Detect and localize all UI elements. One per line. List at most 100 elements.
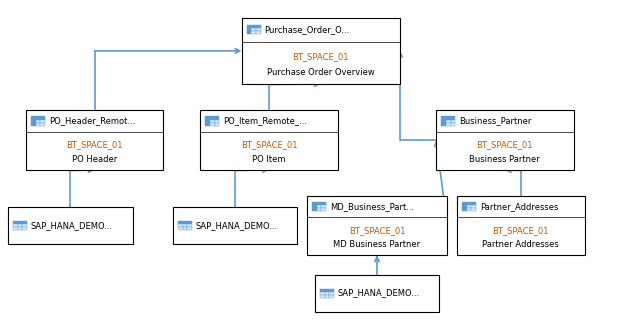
Bar xyxy=(325,289,329,291)
Bar xyxy=(466,208,472,211)
Bar xyxy=(321,202,326,205)
Text: PO Header: PO Header xyxy=(72,155,117,164)
Bar xyxy=(22,221,27,224)
Bar xyxy=(22,224,27,227)
Bar xyxy=(307,195,447,255)
Bar xyxy=(206,122,210,126)
Bar xyxy=(329,289,334,291)
Text: SAP_HANA_DEMO...: SAP_HANA_DEMO... xyxy=(31,221,113,230)
Bar xyxy=(472,205,476,208)
Bar xyxy=(178,221,183,224)
Bar xyxy=(256,28,261,31)
Bar xyxy=(251,31,256,34)
Text: PO Item: PO Item xyxy=(252,155,286,164)
Bar xyxy=(187,224,192,227)
Bar xyxy=(183,221,187,224)
Bar xyxy=(18,221,22,224)
Bar xyxy=(201,110,337,170)
Bar xyxy=(316,208,321,211)
Text: BT_SPACE_01: BT_SPACE_01 xyxy=(477,141,533,150)
Bar xyxy=(314,274,440,312)
Bar xyxy=(329,291,334,295)
Bar xyxy=(187,227,192,230)
Bar xyxy=(312,202,316,205)
Bar xyxy=(210,122,215,126)
Bar xyxy=(31,119,36,122)
Bar xyxy=(36,122,40,126)
Bar xyxy=(183,224,187,227)
Bar xyxy=(442,117,446,119)
Bar xyxy=(462,208,466,211)
Bar xyxy=(18,224,22,227)
Bar xyxy=(442,119,446,122)
Bar xyxy=(215,119,220,122)
Bar xyxy=(457,195,585,255)
Text: SAP_HANA_DEMO...: SAP_HANA_DEMO... xyxy=(196,221,278,230)
Bar xyxy=(320,295,325,298)
Bar xyxy=(187,221,192,224)
Bar xyxy=(215,122,220,126)
Bar xyxy=(13,227,18,230)
Bar xyxy=(450,122,455,126)
Bar xyxy=(173,207,298,244)
Bar xyxy=(31,122,36,126)
Bar xyxy=(215,117,220,119)
Bar xyxy=(8,207,133,244)
Bar xyxy=(312,205,316,208)
Bar xyxy=(436,110,574,170)
Text: Business Partner: Business Partner xyxy=(470,155,540,164)
Bar xyxy=(36,119,40,122)
Bar xyxy=(316,202,321,205)
Bar xyxy=(178,224,183,227)
Bar xyxy=(450,119,455,122)
Text: PO_Item_Remote_...: PO_Item_Remote_... xyxy=(224,117,307,126)
Bar xyxy=(247,25,251,28)
Bar xyxy=(40,117,45,119)
Bar xyxy=(206,117,210,119)
Bar xyxy=(321,205,326,208)
Text: MD_Business_Part...: MD_Business_Part... xyxy=(330,202,414,211)
Text: BT_SPACE_01: BT_SPACE_01 xyxy=(493,226,549,235)
Bar xyxy=(312,208,316,211)
Bar xyxy=(329,295,334,298)
Text: BT_SPACE_01: BT_SPACE_01 xyxy=(66,141,123,150)
Bar xyxy=(446,122,450,126)
Bar xyxy=(26,110,164,170)
Bar xyxy=(321,208,326,211)
Bar xyxy=(472,202,476,205)
Text: Purchase Order Overview: Purchase Order Overview xyxy=(267,68,374,77)
Text: Partner_Addresses: Partner_Addresses xyxy=(480,202,558,211)
Bar xyxy=(13,224,18,227)
Bar xyxy=(247,31,251,34)
Bar xyxy=(466,205,472,208)
Bar xyxy=(210,119,215,122)
Bar xyxy=(320,291,325,295)
Text: SAP_HANA_DEMO...: SAP_HANA_DEMO... xyxy=(337,289,420,298)
Text: BT_SPACE_01: BT_SPACE_01 xyxy=(349,226,405,235)
Bar xyxy=(320,289,325,291)
Bar xyxy=(256,31,261,34)
Bar xyxy=(325,295,329,298)
Bar xyxy=(242,18,400,84)
Bar xyxy=(206,119,210,122)
Bar xyxy=(450,117,455,119)
Text: PO_Header_Remot...: PO_Header_Remot... xyxy=(49,117,135,126)
Bar xyxy=(251,28,256,31)
Bar xyxy=(462,202,466,205)
Bar xyxy=(247,28,251,31)
Bar xyxy=(36,117,40,119)
Bar xyxy=(462,205,466,208)
Bar xyxy=(183,227,187,230)
Bar xyxy=(13,221,18,224)
Bar xyxy=(256,25,261,28)
Text: Partner Addresses: Partner Addresses xyxy=(482,240,559,249)
Text: Purchase_Order_O...: Purchase_Order_O... xyxy=(265,25,350,34)
Bar xyxy=(472,208,476,211)
Bar xyxy=(446,119,450,122)
Text: BT_SPACE_01: BT_SPACE_01 xyxy=(293,52,349,61)
Bar xyxy=(18,227,22,230)
Text: BT_SPACE_01: BT_SPACE_01 xyxy=(241,141,297,150)
Bar xyxy=(446,117,450,119)
Text: MD Business Partner: MD Business Partner xyxy=(334,240,420,249)
Bar xyxy=(40,119,45,122)
